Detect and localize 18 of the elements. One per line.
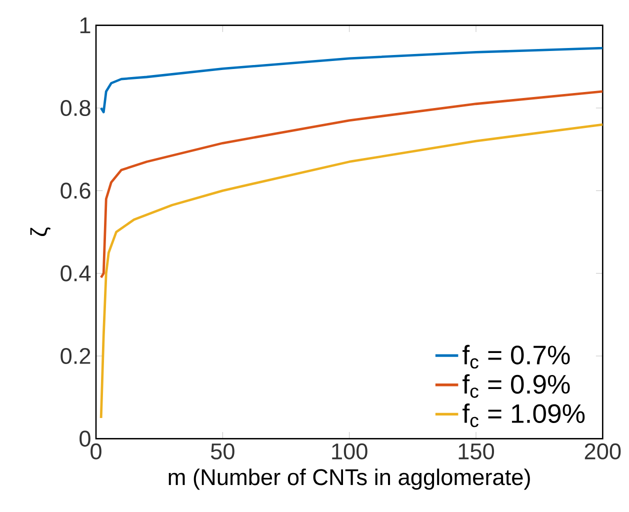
legend-label: f$_{c}$ = 1.09% (462, 404, 585, 428)
legend-label: f$_{c}$ = 0.9% (462, 374, 570, 398)
x-axis-title: m (Number of CNTs in agglomerate) (168, 468, 530, 490)
y-tick-label: 0.2 (60, 348, 90, 364)
y-tick-label: 1 (80, 18, 90, 34)
x-tick-label: 50 (210, 443, 234, 460)
y-tick-label: 0.8 (60, 100, 90, 116)
legend-label: f$_{c}$ = 0.7% (462, 344, 570, 369)
y-tick-label: 0 (80, 430, 90, 447)
x-tick-label: 200 (584, 443, 621, 460)
y-axis-title: ζ (30, 227, 51, 236)
x-tick-label: 0 (90, 443, 102, 460)
line-series (100, 90, 603, 279)
x-tick-label: 100 (332, 443, 368, 460)
y-tick-label: 0.6 (60, 182, 90, 199)
y-tick-label: 0.4 (60, 265, 91, 282)
line-series (100, 46, 603, 114)
x-tick-label: 150 (458, 443, 494, 460)
